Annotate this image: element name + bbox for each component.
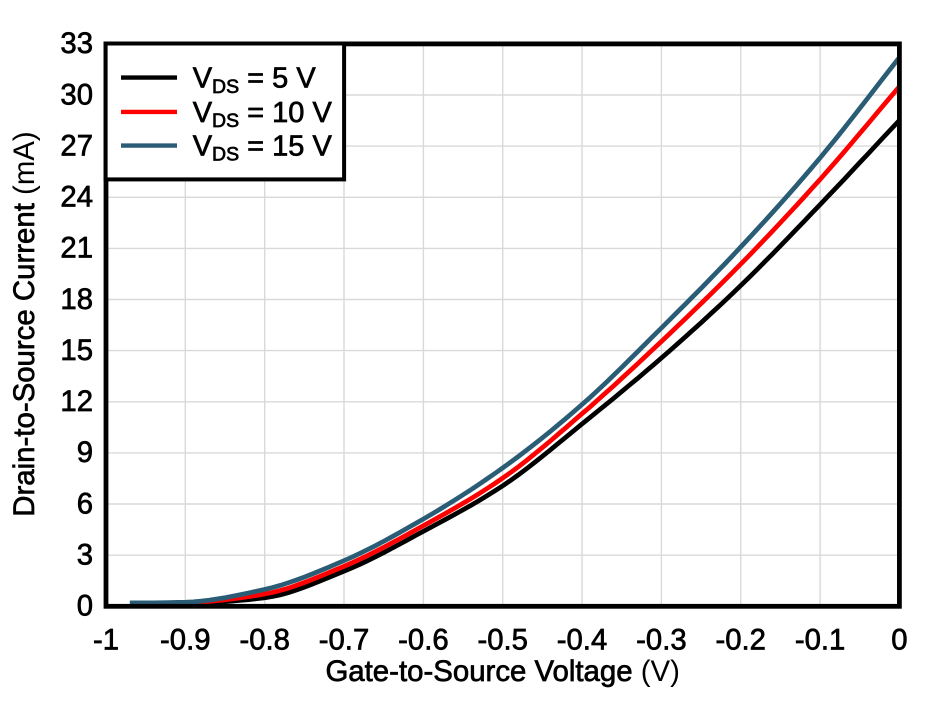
svg-text:VDS = 10 V: VDS = 10 V xyxy=(193,97,333,132)
svg-text:0: 0 xyxy=(891,624,907,657)
svg-text:-0.5: -0.5 xyxy=(477,624,527,657)
svg-text:33: 33 xyxy=(60,27,93,60)
svg-text:24: 24 xyxy=(60,181,93,214)
svg-text:-0.9: -0.9 xyxy=(160,624,210,657)
svg-text:6: 6 xyxy=(77,487,93,520)
svg-text:12: 12 xyxy=(60,385,93,418)
svg-text:-0.8: -0.8 xyxy=(239,624,289,657)
svg-text:-0.7: -0.7 xyxy=(319,624,369,657)
svg-text:27: 27 xyxy=(60,129,93,162)
svg-text:-1: -1 xyxy=(93,624,119,657)
svg-text:Gate-to-Source Voltage (V): Gate-to-Source Voltage (V) xyxy=(325,655,680,688)
svg-text:15: 15 xyxy=(60,334,93,367)
svg-text:21: 21 xyxy=(60,232,93,265)
svg-text:9: 9 xyxy=(77,436,93,469)
svg-text:-0.3: -0.3 xyxy=(636,624,686,657)
svg-text:30: 30 xyxy=(60,78,93,111)
svg-text:-0.2: -0.2 xyxy=(715,624,765,657)
svg-text:-0.1: -0.1 xyxy=(795,624,845,657)
svg-text:VDS = 5 V: VDS = 5 V xyxy=(193,63,317,98)
svg-text:-0.6: -0.6 xyxy=(398,624,448,657)
svg-text:VDS = 15 V: VDS = 15 V xyxy=(193,130,333,165)
svg-text:Drain-to-Source Current (mA): Drain-to-Source Current (mA) xyxy=(8,131,41,516)
svg-text:3: 3 xyxy=(77,539,93,572)
svg-text:-0.4: -0.4 xyxy=(557,624,607,657)
svg-text:0: 0 xyxy=(77,590,93,623)
svg-text:18: 18 xyxy=(60,283,93,316)
